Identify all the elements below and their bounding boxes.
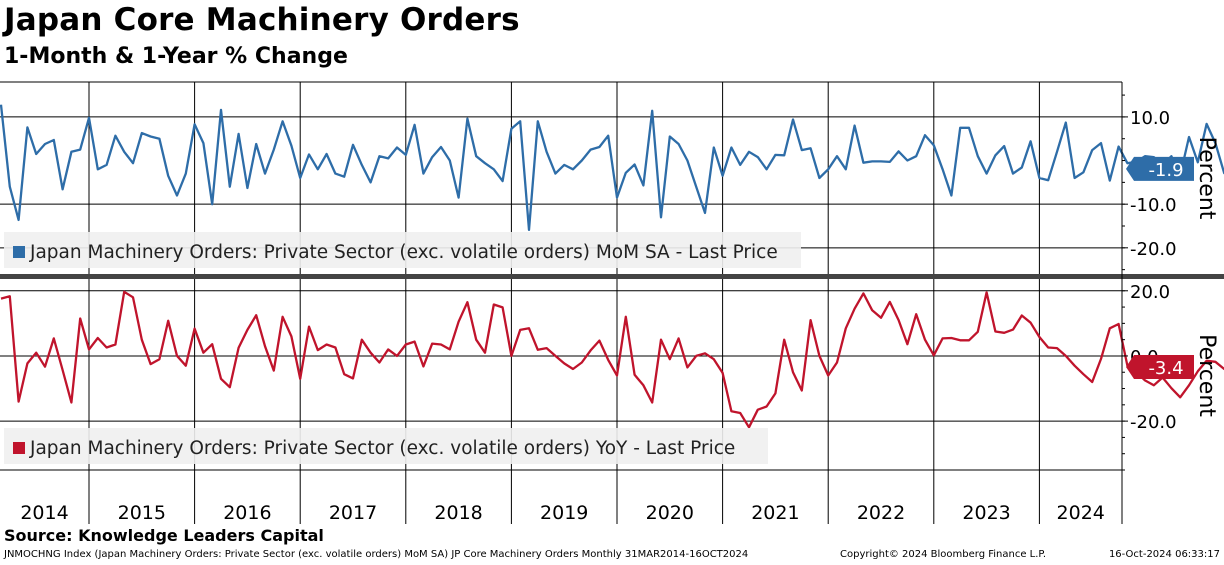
x-tick-label: 2014 bbox=[20, 502, 68, 524]
legend-box bbox=[4, 232, 801, 268]
last-value-label: -3.4 bbox=[1148, 358, 1183, 379]
y-tick-label: -20.0 bbox=[1130, 239, 1177, 260]
footer-timestamp: 16-Oct-2024 06:33:17 bbox=[1108, 549, 1220, 560]
x-tick-label: 2024 bbox=[1057, 502, 1105, 524]
x-tick-label: 2018 bbox=[434, 502, 482, 524]
y-tick-label: -20.0 bbox=[1130, 412, 1177, 433]
x-tick-label: 2021 bbox=[751, 502, 799, 524]
x-tick-label: 2020 bbox=[646, 502, 694, 524]
source-note: Source: Knowledge Leaders Capital bbox=[4, 526, 324, 545]
legend-swatch bbox=[13, 246, 25, 258]
x-tick-label: 2017 bbox=[329, 502, 377, 524]
x-tick-label: 2015 bbox=[118, 502, 166, 524]
legend-box bbox=[4, 428, 768, 464]
y-axis-label: Percent bbox=[1194, 334, 1219, 417]
footer-index-description: JNMOCHNG Index (Japan Machinery Orders: … bbox=[4, 549, 749, 560]
last-value-tag bbox=[1126, 355, 1194, 380]
x-tick-label: 2019 bbox=[540, 502, 588, 524]
last-value-tag bbox=[1126, 156, 1194, 181]
footer-copyright: Copyright© 2024 Bloomberg Finance L.P. bbox=[840, 549, 1047, 560]
chart-subtitle: 1-Month & 1-Year % Change bbox=[4, 44, 348, 69]
y-axis-label: Percent bbox=[1194, 137, 1219, 220]
yoy-series-line bbox=[0, 290, 1224, 429]
last-value-label: -1.9 bbox=[1148, 160, 1183, 181]
legend-label: Japan Machinery Orders: Private Sector (… bbox=[29, 438, 735, 459]
x-tick-label: 2023 bbox=[962, 502, 1010, 524]
y-tick-label: -10.0 bbox=[1130, 195, 1177, 216]
chart-title: Japan Core Machinery Orders bbox=[4, 2, 520, 38]
y-tick-label: 20.0 bbox=[1130, 282, 1170, 303]
legend-swatch bbox=[13, 442, 25, 454]
mom-series-line bbox=[0, 104, 1224, 232]
legend-label: Japan Machinery Orders: Private Sector (… bbox=[29, 242, 778, 263]
panel-divider bbox=[0, 274, 1224, 279]
x-tick-label: 2016 bbox=[223, 502, 271, 524]
x-tick-label: 2022 bbox=[857, 502, 905, 524]
y-tick-label: 10.0 bbox=[1130, 108, 1170, 129]
